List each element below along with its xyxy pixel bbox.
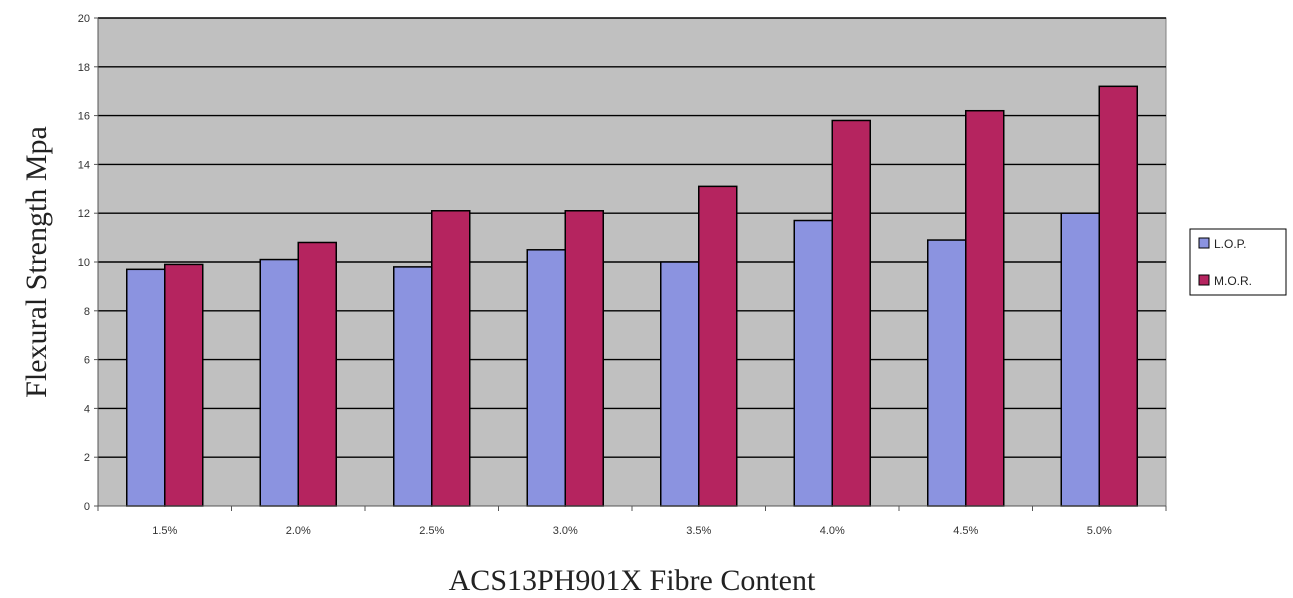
x-tick-label: 4.5% — [953, 525, 978, 537]
bar-lop — [526, 249, 566, 507]
bar-mor — [965, 109, 1005, 507]
y-tick-label: 10 — [78, 257, 90, 269]
y-tick-label: 20 — [78, 13, 90, 25]
y-tick-label: 18 — [78, 62, 90, 74]
legend-swatch-lop — [1198, 237, 1210, 249]
bar-mor — [164, 263, 204, 507]
bar-mor — [297, 241, 337, 507]
bar-mor — [564, 210, 604, 507]
y-tick-label: 12 — [78, 208, 90, 220]
y-tick-label: 0 — [84, 501, 90, 513]
bar-lop — [660, 261, 700, 507]
bar-lop — [259, 258, 299, 507]
bar-mor — [698, 185, 738, 507]
y-tick-label: 2 — [84, 452, 90, 464]
x-tick-label: 5.0% — [1087, 525, 1112, 537]
y-axis-ticks: 0 2 4 6 8 10 12 14 16 18 20 — [78, 13, 98, 513]
x-tick-label: 2.0% — [286, 525, 311, 537]
bar-lop — [793, 219, 833, 507]
y-tick-label: 14 — [78, 159, 90, 171]
bar-lop — [393, 266, 433, 507]
y-tick-label: 4 — [84, 403, 90, 415]
x-tick-label: 3.5% — [686, 525, 711, 537]
bar-lop — [1060, 212, 1100, 507]
bar-mor — [431, 210, 471, 507]
x-tick-label: 2.5% — [419, 525, 444, 537]
y-tick-label: 8 — [84, 306, 90, 318]
legend-label-lop: L.O.P. — [1214, 237, 1246, 251]
x-tick-label: 3.0% — [553, 525, 578, 537]
y-tick-label: 6 — [84, 355, 90, 367]
legend-swatch-mor — [1198, 274, 1210, 286]
x-tick-label: 1.5% — [152, 525, 177, 537]
bar-mor — [831, 119, 871, 507]
legend-label-mor: M.O.R. — [1214, 274, 1252, 288]
bar-mor — [1098, 85, 1138, 507]
x-axis-ticks: 1.5% 2.0% 2.5% 3.0% 3.5% 4.0% 4.5% 5.0% — [97, 506, 1167, 537]
y-tick-label: 16 — [78, 111, 90, 123]
x-axis-title: ACS13PH901X Fibre Content — [449, 564, 816, 597]
bar-lop — [927, 239, 967, 507]
bar-lop — [126, 268, 166, 507]
y-axis-title: Flexural Strength Mpa — [20, 126, 53, 398]
x-tick-label: 4.0% — [820, 525, 845, 537]
legend: L.O.P. M.O.R. — [1189, 228, 1287, 296]
